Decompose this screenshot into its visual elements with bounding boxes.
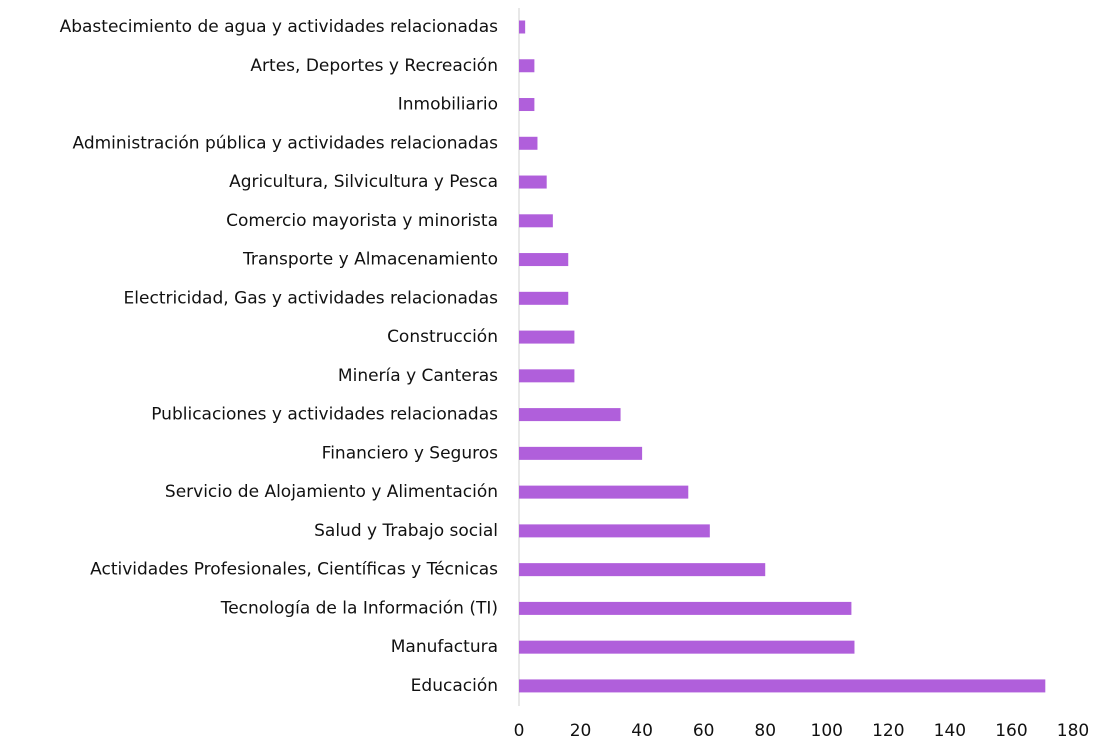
bar	[519, 59, 535, 73]
bar	[519, 330, 575, 344]
y-tick-label: Minería y Canteras	[338, 366, 498, 386]
bar	[519, 369, 575, 383]
bar	[519, 214, 553, 228]
y-tick-label: Abastecimiento de agua y actividades rel…	[60, 17, 499, 37]
x-tick-label: 180	[1057, 721, 1089, 741]
bar	[519, 601, 852, 615]
bar	[519, 20, 526, 34]
y-tick-label: Artes, Deportes y Recreación	[250, 56, 498, 76]
y-tick-label: Inmobiliario	[398, 95, 498, 115]
x-tick-label: 100	[811, 721, 843, 741]
x-tick-label: 60	[693, 721, 715, 741]
x-tick-label: 20	[570, 721, 592, 741]
bar	[519, 563, 766, 577]
y-tick-label: Comercio mayorista y minorista	[226, 211, 498, 231]
x-tick-label: 140	[934, 721, 966, 741]
y-tick-label: Electricidad, Gas y actividades relacion…	[124, 288, 499, 308]
bar	[519, 253, 569, 267]
y-tick-label: Construcción	[387, 327, 498, 347]
bar	[519, 679, 1046, 693]
y-tick-label: Publicaciones y actividades relacionadas	[151, 405, 498, 425]
x-tick-label: 160	[995, 721, 1027, 741]
y-tick-label: Agricultura, Silvicultura y Pesca	[229, 172, 498, 192]
y-tick-label: Servicio de Alojamiento y Alimentación	[165, 482, 498, 502]
x-tick-label: 0	[514, 721, 525, 741]
x-tick-label: 80	[754, 721, 776, 741]
bar	[519, 175, 547, 189]
bar	[519, 524, 710, 538]
y-tick-label: Actividades Profesionales, Científicas y…	[90, 560, 498, 580]
bar	[519, 485, 689, 499]
x-tick-label: 120	[872, 721, 904, 741]
bar	[519, 640, 855, 654]
y-tick-label: Administración pública y actividades rel…	[72, 133, 498, 153]
y-tick-label: Tecnología de la Información (TI)	[220, 598, 498, 618]
bar	[519, 291, 569, 305]
bar	[519, 98, 535, 112]
y-tick-label: Transporte y Almacenamiento	[242, 250, 498, 270]
y-tick-label: Educación	[411, 676, 498, 696]
x-tick-label: 40	[631, 721, 653, 741]
y-tick-label: Manufactura	[391, 637, 498, 657]
bar	[519, 446, 643, 460]
bar	[519, 408, 621, 422]
bar	[519, 136, 538, 150]
y-tick-label: Financiero y Seguros	[322, 443, 498, 463]
y-tick-label: Salud y Trabajo social	[314, 521, 498, 541]
